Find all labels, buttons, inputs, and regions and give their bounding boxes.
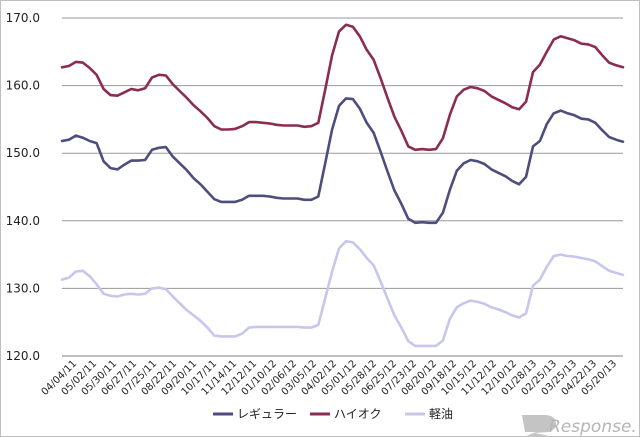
series-line-2 xyxy=(60,23,625,152)
series-lines xyxy=(60,23,625,348)
legend-label: レギュラー xyxy=(237,407,297,421)
y-tick-label: 160.0 xyxy=(6,79,40,93)
y-tick-label: 150.0 xyxy=(6,146,40,160)
y-tick-label: 170.0 xyxy=(6,11,40,25)
legend-label: ハイオク xyxy=(334,407,382,421)
series-line-3 xyxy=(60,239,625,348)
watermark-text: Response. xyxy=(549,417,637,437)
series-line-1 xyxy=(60,97,625,225)
y-tick-label: 140.0 xyxy=(6,214,40,228)
response-logo-icon xyxy=(522,415,556,437)
legend-label: 軽油 xyxy=(429,407,453,421)
watermark: Response. xyxy=(522,415,637,437)
legend: レギュラー ハイオク 軽油 xyxy=(213,407,453,421)
y-tick-label: 120.0 xyxy=(6,349,40,363)
y-tick-label: 130.0 xyxy=(6,281,40,295)
y-axis-tick-labels: 170.0 160.0 150.0 140.0 130.0 120.0 xyxy=(6,11,40,363)
